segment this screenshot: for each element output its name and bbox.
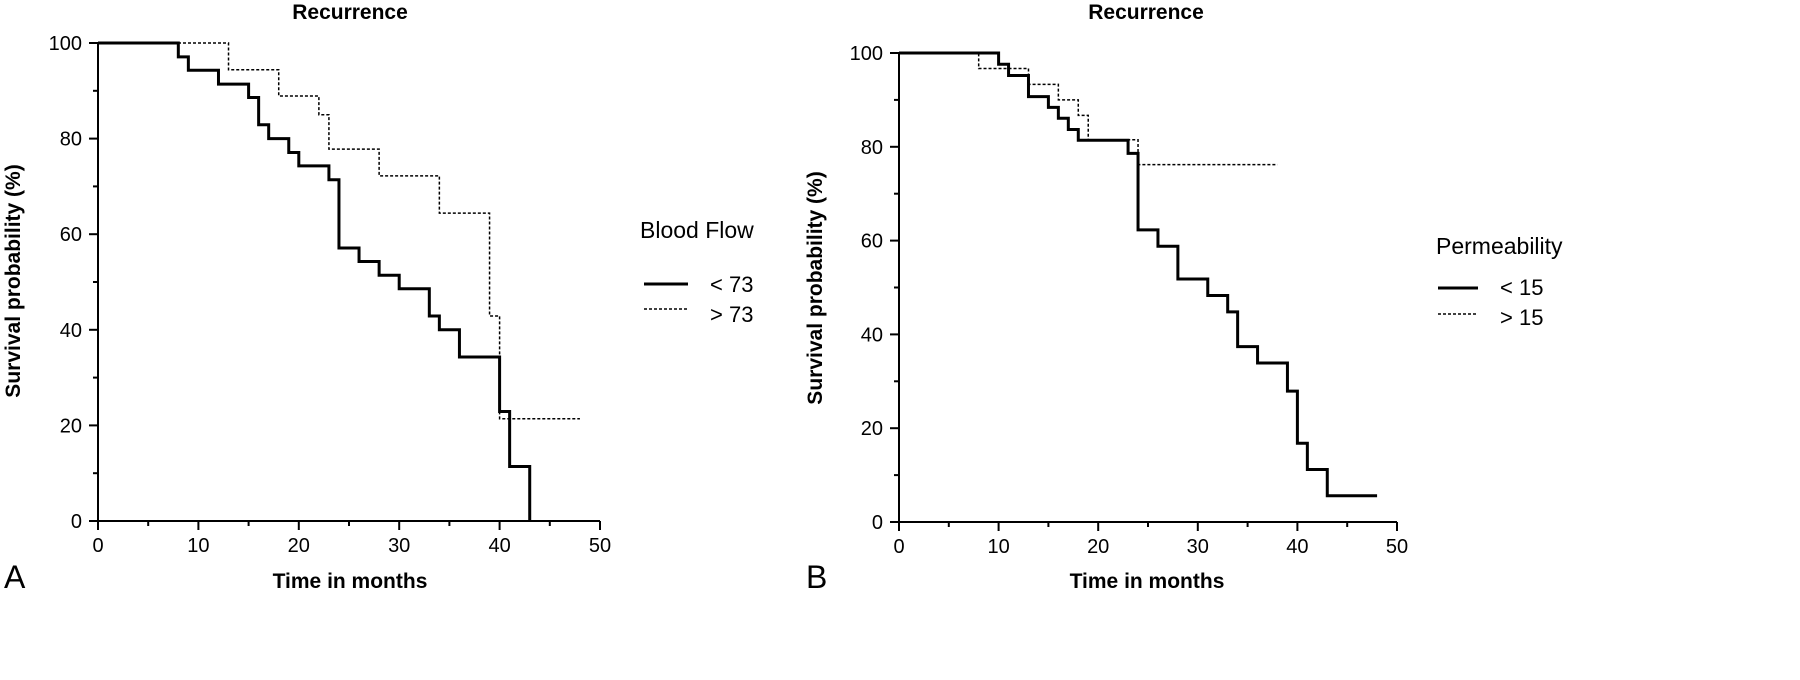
y-tick-label: 60 [60,224,82,246]
x-axis-title: Time in months [1070,570,1225,593]
legend-label-dashed: > 73 [710,302,753,327]
x-tick-label: 40 [488,535,510,557]
legend-title: Blood Flow [640,217,754,243]
panel-letter: B [806,559,827,595]
x-tick-label: 30 [388,535,410,557]
y-tick-label: 100 [49,33,82,55]
x-tick-label: 0 [893,536,904,558]
x-tick-label: 20 [1087,536,1109,558]
legend-label-solid: < 73 [710,272,753,297]
survival-line-solid [98,41,532,521]
survival-line-solid [899,51,1378,498]
y-tick-label: 80 [861,137,883,159]
x-tick-label: 50 [589,535,611,557]
y-tick-label: 100 [850,43,883,65]
y-axis-title: Survival probability (%) [804,171,827,404]
panel-a: Recurrence Survival probability (%) Time… [2,1,754,595]
legend-title: Permeability [1436,233,1563,259]
survival-line-dashed [98,42,580,420]
x-tick-label: 10 [187,535,209,557]
x-tick-label: 40 [1286,536,1308,558]
x-tick-label: 0 [92,535,103,557]
legend-label-solid: < 15 [1500,275,1543,300]
x-axis-title: Time in months [273,570,428,593]
chart-title: Recurrence [1088,1,1204,24]
y-tick-label: 40 [861,324,883,346]
legend-label-dashed: > 15 [1500,305,1543,330]
survival-line-dashed [899,52,1278,166]
y-tick-label: 0 [71,511,82,533]
y-axis-title: Survival probability (%) [2,164,25,397]
x-tick-label: 10 [987,536,1009,558]
panel-b: Recurrence Survival probability (%) Time… [804,1,1563,595]
chart-title: Recurrence [292,1,408,24]
x-tick-label: 50 [1386,536,1408,558]
x-tick-label: 20 [288,535,310,557]
y-tick-label: 80 [60,129,82,151]
y-tick-label: 20 [861,418,883,440]
y-tick-label: 0 [872,512,883,534]
y-tick-label: 60 [861,231,883,253]
panel-letter: A [4,559,26,595]
y-tick-label: 40 [60,320,82,342]
y-tick-label: 20 [60,415,82,437]
x-tick-label: 30 [1187,536,1209,558]
